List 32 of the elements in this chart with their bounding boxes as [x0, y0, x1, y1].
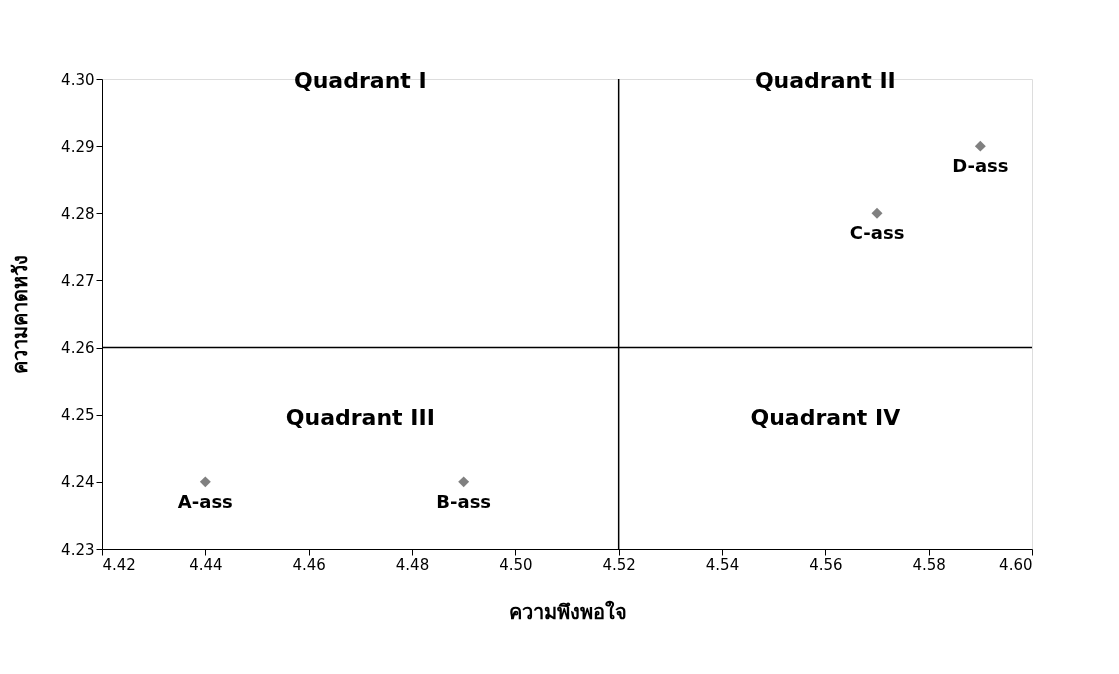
annotation: Quadrant I [293, 68, 427, 93]
point [199, 476, 211, 488]
annotation: D-ass [952, 155, 1009, 177]
x-tick-label: 4.58 [912, 555, 946, 574]
x-tick-label: 4.44 [189, 555, 223, 574]
y-tick-label: 4.30 [61, 70, 95, 89]
annotation: A-ass [177, 490, 233, 512]
x-axis-title: ความพึงพอใจ [508, 599, 627, 624]
annotation: Quadrant IV [750, 404, 901, 430]
y-tick-label: 4.26 [61, 339, 95, 358]
annotation: Quadrant II [754, 68, 896, 93]
x-tick-label: 4.52 [602, 555, 636, 574]
point [974, 140, 986, 152]
x-tick-label: 4.46 [292, 555, 326, 574]
x-tick-label: 4.48 [395, 555, 430, 574]
y-tick-label: 4.25 [61, 406, 95, 425]
y-tick-label: 4.27 [61, 271, 95, 290]
x-tick-label: 4.50 [499, 555, 533, 574]
x-tick-label: 4.54 [705, 555, 740, 574]
y-axis-title: ความคาดหวัง [8, 255, 33, 374]
point [458, 476, 470, 488]
y-tick-label: 4.23 [61, 540, 95, 559]
y-tick-label: 4.28 [61, 204, 95, 223]
x-tick-label: 4.60 [999, 555, 1033, 574]
point [871, 207, 883, 219]
y-tick-label: 4.29 [61, 137, 95, 156]
annotation: B-ass [436, 490, 492, 512]
annotation: C-ass [849, 222, 905, 244]
x-tick-label: 4.56 [809, 555, 843, 574]
y-tick-label: 4.24 [61, 473, 95, 492]
x-tick-label: 4.42 [102, 555, 136, 574]
annotation: Quadrant III [285, 404, 435, 430]
